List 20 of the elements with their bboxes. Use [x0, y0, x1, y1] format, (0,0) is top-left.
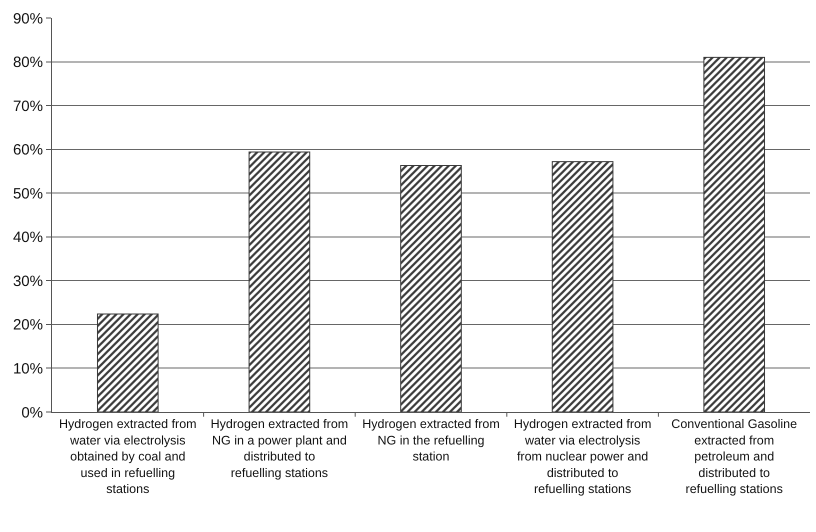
bar	[703, 56, 766, 412]
y-tick-label: 0%	[21, 404, 43, 422]
y-tick-label: 10%	[12, 360, 43, 378]
x-tick-label: Hydrogen extracted from NG in the refuelling station	[362, 417, 500, 464]
y-tick-label: 90%	[12, 10, 43, 28]
bar	[400, 165, 462, 412]
x-tick-label: Hydrogen extracted from water via electrolysis from nuclear power and distributed to refuelling stations	[514, 417, 652, 496]
y-tick-label: 30%	[12, 272, 43, 290]
bar	[96, 313, 159, 412]
x-tick-label: Hydrogen extracted from water via electrolysis obtained by coal and used in refuelling stations	[59, 417, 197, 496]
bar	[552, 161, 614, 412]
y-tick-label: 50%	[12, 185, 43, 202]
y-tick-label: 70%	[12, 98, 43, 115]
y-tick-label: 40%	[12, 229, 43, 246]
y-tick-label: 60%	[12, 142, 43, 159]
x-tick-label: Conventional Gasoline extracted from petroleum and distributed to refuelling stations	[671, 417, 798, 496]
y-tick-label: 20%	[12, 316, 43, 334]
bar	[248, 151, 310, 412]
x-tick-label: Hydrogen extracted from NG in a power plant and distributed to refuelling stations	[210, 417, 348, 480]
y-tick-label: 80%	[12, 54, 43, 72]
